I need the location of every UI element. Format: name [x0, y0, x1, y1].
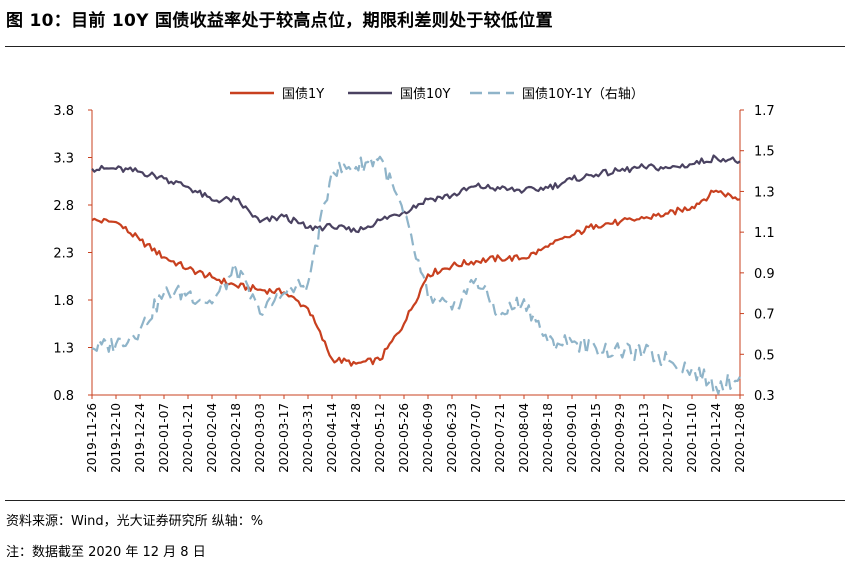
y-right-tick-label: 1.5 — [754, 145, 775, 160]
x-tick-label: 2020-02-18 — [229, 403, 243, 473]
y-right-tick-label: 1.3 — [754, 185, 775, 200]
legend-label-1: 国债1Y — [282, 87, 324, 102]
y-right-tick-label: 0.9 — [754, 267, 775, 282]
x-tick-label: 2019-12-10 — [109, 403, 123, 473]
x-tick-label: 2020-05-12 — [373, 403, 387, 473]
x-tick-label: 2020-02-04 — [205, 403, 219, 473]
series-line-2 — [91, 154, 741, 234]
x-tick-label: 2020-06-23 — [445, 403, 459, 473]
chart-axes: 0.8 1.3 1.8 2.3 2.8 3.3 3.8 0.3 0.5 0.7 0.9 1.1 1.3 1… — [53, 104, 774, 473]
x-tick-label: 2019-11-26 — [85, 403, 99, 473]
x-tick-label: 2020-03-17 — [277, 403, 291, 473]
x-tick-label: 2020-05-26 — [397, 403, 411, 473]
x-tick-label: 2020-06-09 — [421, 403, 435, 473]
x-tick-label: 2020-11-10 — [685, 403, 699, 473]
x-tick-label: 2020-07-21 — [493, 403, 507, 473]
series-line-3 — [91, 155, 741, 395]
source-text: 资料来源：Wind，光大证券研究所 纵轴：% — [6, 514, 264, 529]
x-tick-label: 2019-12-24 — [133, 403, 147, 473]
y-right-tick-label: 0.7 — [754, 308, 775, 323]
chart-legend: 国债1Y 国债10Y 国债10Y-1Y（右轴） — [230, 87, 644, 102]
y-right-tick-label: 0.3 — [754, 389, 775, 404]
line-chart: 国债1Y 国债10Y 国债10Y-1Y（右轴） 0.8 1.3 1.8 2.3 2.8 3.3… — [53, 87, 774, 473]
chart-lines — [91, 154, 741, 395]
x-tick-label: 2020-03-03 — [253, 403, 267, 473]
x-tick-label: 2020-10-27 — [661, 403, 675, 473]
x-tick-label: 2020-04-28 — [349, 403, 363, 473]
x-tick-label: 2020-12-08 — [733, 403, 747, 473]
figure-title: 图 10：目前 10Y 国债收益率处于较高点位，期限利差则处于较低位置 — [6, 11, 553, 31]
legend-label-3: 国债10Y-1Y（右轴） — [522, 87, 644, 102]
x-tick-label: 2020-07-07 — [469, 403, 483, 473]
x-tick-label: 2020-09-01 — [565, 403, 579, 473]
x-tick-label: 2020-08-04 — [517, 403, 531, 473]
y-left-tick-label: 2.3 — [53, 247, 74, 262]
y-left-tick-label: 0.8 — [53, 389, 74, 404]
title-rule — [5, 46, 845, 47]
x-tick-label: 2020-10-13 — [637, 403, 651, 473]
x-tick-label: 2020-01-07 — [157, 403, 171, 473]
note-text: 注：数据截至 2020 年 12 月 8 日 — [6, 545, 206, 560]
x-tick-label: 2020-08-18 — [541, 403, 555, 473]
x-tick-label: 2020-04-14 — [325, 403, 339, 473]
y-left-tick-label: 3.3 — [53, 152, 74, 167]
y-left-tick-label: 3.8 — [53, 104, 74, 119]
x-tick-label: 2020-09-15 — [589, 403, 603, 473]
y-left-tick-label: 1.8 — [53, 294, 74, 309]
series-line-1 — [91, 189, 741, 367]
y-right-tick-label: 1.7 — [754, 104, 775, 119]
y-right-tick-label: 0.5 — [754, 348, 775, 363]
x-tick-label: 2020-11-24 — [709, 403, 723, 473]
legend-label-2: 国债10Y — [400, 87, 451, 102]
x-tick-label: 2020-01-21 — [181, 403, 195, 473]
footer-rule — [5, 500, 845, 501]
y-right-tick-label: 1.1 — [754, 226, 775, 241]
y-left-tick-label: 1.3 — [53, 342, 74, 357]
x-tick-label: 2020-03-31 — [301, 403, 315, 473]
y-left-tick-label: 2.8 — [53, 199, 74, 214]
x-tick-label: 2020-09-29 — [613, 403, 627, 473]
